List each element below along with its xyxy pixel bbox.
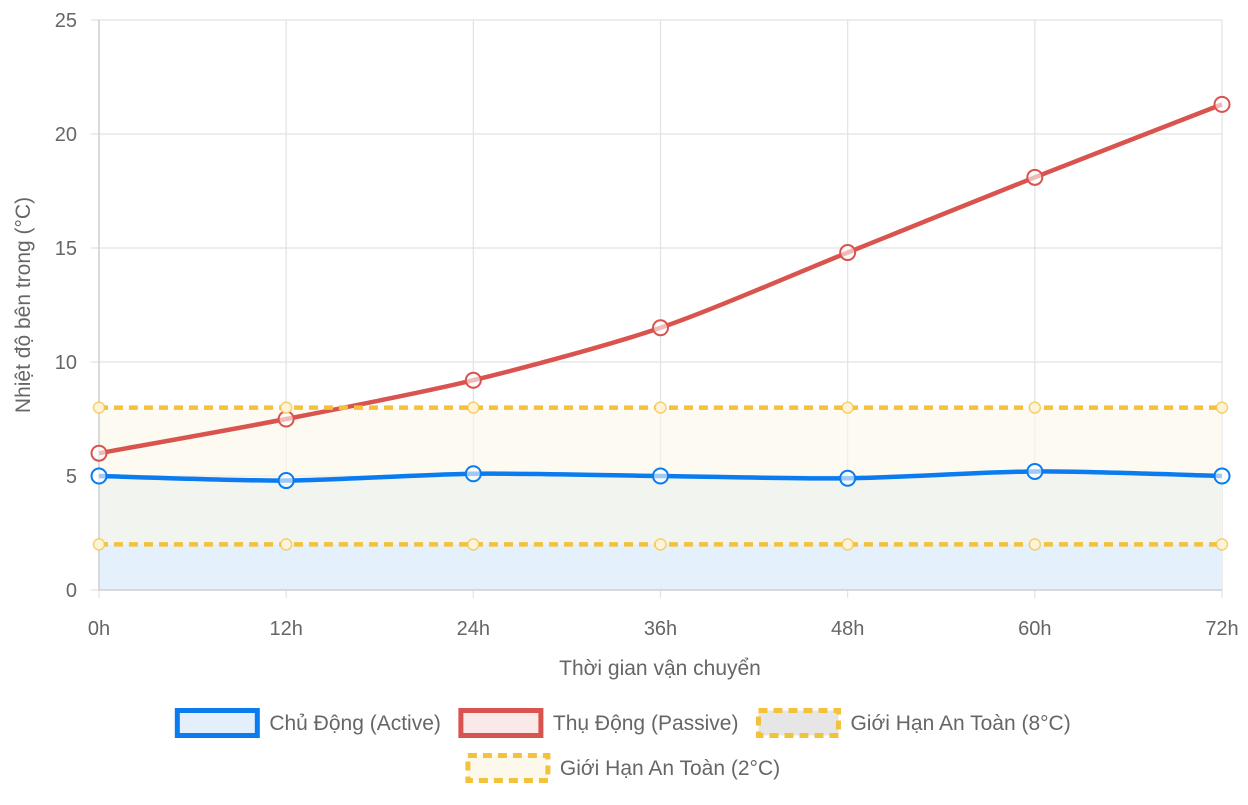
x-tick-label: 24h (457, 618, 490, 640)
x-tick-label: 72h (1205, 618, 1238, 640)
data-point (841, 401, 854, 414)
x-tick-label: 48h (831, 618, 864, 640)
tick-labels: 0 5 10 15 20 25 0h 12h 24h 36h 48h 60h 72h (55, 10, 1239, 640)
y-tick-label: 15 (55, 238, 77, 260)
x-tick-label: 60h (1018, 618, 1051, 640)
series-points (90, 95, 1231, 551)
data-point (279, 538, 293, 551)
data-point (652, 319, 669, 337)
data-point (654, 538, 667, 551)
data-point (277, 472, 295, 490)
y-tick-label: 20 (55, 124, 77, 146)
legend-item: Thụ Động (Passive) (458, 708, 739, 738)
data-point (1213, 467, 1231, 485)
legend-item: Giới Hạn An Toàn (8°C) (755, 708, 1071, 738)
legend-swatch (174, 708, 260, 738)
data-point (92, 538, 106, 551)
x-tick-label: 36h (644, 618, 677, 640)
y-tick-label: 10 (55, 352, 77, 374)
x-axis-title: Thời gian vận chuyển (559, 657, 761, 680)
data-point (1215, 401, 1229, 414)
data-point (1215, 538, 1229, 551)
legend: Chủ Động (Active) Thụ Động (Passive) Giới … (174, 708, 1071, 783)
y-tick-label: 5 (66, 466, 77, 488)
data-point (467, 538, 480, 551)
data-point (90, 444, 108, 462)
data-point (839, 244, 857, 262)
y-tick-label: 0 (66, 580, 77, 602)
data-point (467, 401, 480, 414)
legend-swatch (458, 708, 544, 738)
data-point (1213, 95, 1231, 113)
data-point (464, 371, 482, 389)
data-point (654, 401, 667, 414)
data-point (1026, 462, 1044, 480)
data-point (652, 467, 669, 485)
axes (98, 20, 1222, 591)
y-axis-title: Nhiệt độ bên trong (°C) (12, 197, 35, 413)
data-point (839, 469, 857, 487)
legend-label: Chủ Động (Active) (269, 712, 441, 735)
legend-item: Giới Hạn An Toàn (2°C) (465, 753, 780, 783)
legend-label: Giới Hạn An Toàn (8°C) (850, 712, 1070, 735)
data-point (92, 401, 106, 414)
data-point (90, 467, 108, 485)
data-point (279, 401, 293, 414)
data-point (841, 538, 854, 551)
data-point (1026, 168, 1044, 186)
x-tick-label: 0h (88, 618, 110, 640)
data-point (1028, 538, 1042, 551)
y-tick-label: 25 (55, 10, 77, 32)
data-point (464, 465, 482, 483)
legend-swatch (465, 753, 551, 783)
legend-label: Giới Hạn An Toàn (2°C) (560, 757, 780, 780)
area-fills (99, 407, 1222, 590)
legend-item: Chủ Động (Active) (174, 708, 441, 738)
data-point (1028, 401, 1042, 414)
legend-label: Thụ Động (Passive) (553, 712, 739, 735)
x-tick-label: 12h (269, 618, 302, 640)
legend-swatch (755, 708, 841, 738)
